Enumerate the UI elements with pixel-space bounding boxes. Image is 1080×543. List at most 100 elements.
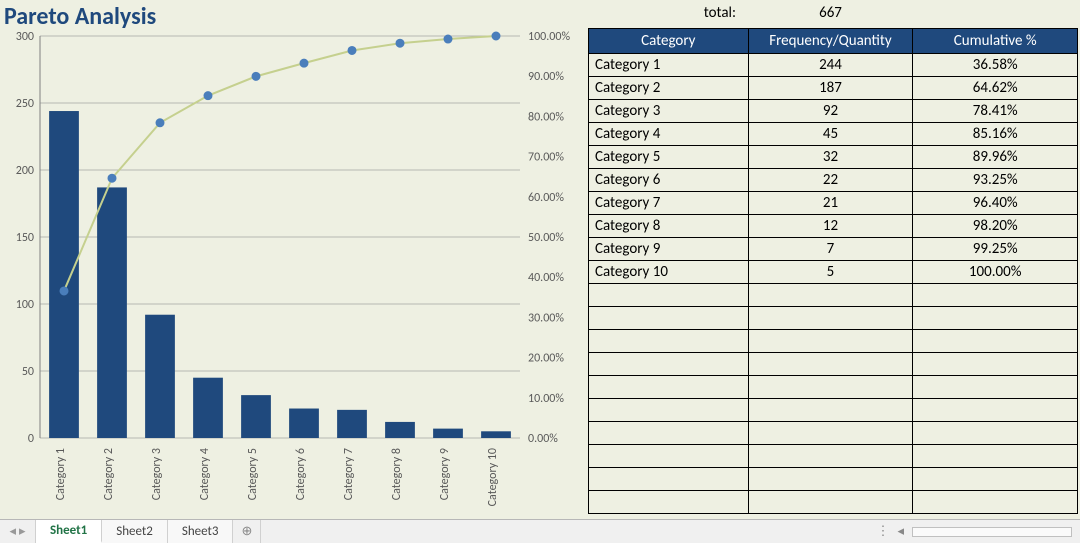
table-row: Category 62293.25% [589,169,1078,192]
table-cell: Category 4 [589,123,749,146]
scroll-track[interactable] [912,527,1072,537]
table-cell: Category 1 [589,54,749,77]
table-cell [589,353,749,376]
table-cell: 36.58% [913,54,1078,77]
svg-text:200: 200 [16,164,34,178]
data-table: CategoryFrequency/QuantityCumulative % C… [588,28,1078,514]
table-cell: 96.40% [913,192,1078,215]
table-cell: 89.96% [913,146,1078,169]
svg-text:Category 2: Category 2 [102,448,116,500]
table-row [589,353,1078,376]
table-header: Category [589,29,749,54]
svg-text:40.00%: 40.00% [528,271,564,285]
table-cell [589,284,749,307]
svg-text:Category 4: Category 4 [198,448,212,500]
svg-text:50.00%: 50.00% [528,231,564,245]
table-cell [748,284,913,307]
table-row [589,330,1078,353]
table-cell: Category 8 [589,215,749,238]
svg-text:20.00%: 20.00% [528,352,564,366]
sheet-tab-bar: ◂ ▸ Sheet1Sheet2Sheet3 ⊕ ⋮ ◂ [0,519,1080,543]
table-cell: 99.25% [913,238,1078,261]
table-cell [748,330,913,353]
table-row [589,422,1078,445]
svg-text:Category 9: Category 9 [438,448,452,500]
table-cell [589,399,749,422]
table-cell [748,491,913,514]
table-row: Category 124436.58% [589,54,1078,77]
table-cell [748,376,913,399]
table-cell: 100.00% [913,261,1078,284]
sheet-tab[interactable]: Sheet2 [102,520,168,543]
svg-text:30.00%: 30.00% [528,311,564,325]
table-cell [913,445,1078,468]
table-row [589,491,1078,514]
table-row: Category 39278.41% [589,100,1078,123]
table-cell [589,491,749,514]
svg-text:Category 8: Category 8 [390,448,404,500]
table-cell [913,284,1078,307]
table-cell: Category 6 [589,169,749,192]
table-row: Category 81298.20% [589,215,1078,238]
table-row: Category 44585.16% [589,123,1078,146]
table-cell: 78.41% [913,100,1078,123]
svg-text:90.00%: 90.00% [528,70,564,84]
table-cell: 21 [748,192,913,215]
table-row [589,284,1078,307]
svg-text:0: 0 [28,432,34,446]
table-row: Category 72196.40% [589,192,1078,215]
table-cell: Category 9 [589,238,749,261]
table-cell: Category 10 [589,261,749,284]
total-label: total: [588,4,748,26]
table-cell: 32 [748,146,913,169]
pareto-chart: 0501001502002503000.00%10.00%20.00%30.00… [0,28,582,518]
add-sheet-button[interactable]: ⊕ [233,520,261,543]
svg-text:Category 6: Category 6 [294,448,308,500]
table-cell [748,445,913,468]
svg-text:100.00%: 100.00% [528,30,570,44]
table-row: Category 53289.96% [589,146,1078,169]
table-row [589,468,1078,491]
sheet-tab[interactable]: Sheet3 [168,520,234,543]
table-cell [589,468,749,491]
scroll-left-icon[interactable]: ◂ [897,524,904,539]
table-cell [748,307,913,330]
tab-nav-left-icon[interactable]: ◂ ▸ [0,520,36,543]
table-cell: 12 [748,215,913,238]
table-cell [913,376,1078,399]
table-header: Frequency/Quantity [748,29,913,54]
svg-text:50: 50 [22,365,34,379]
table-row: Category 218764.62% [589,77,1078,100]
table-row [589,399,1078,422]
table-row [589,307,1078,330]
table-cell [589,307,749,330]
table-cell: 244 [748,54,913,77]
table-cell: 45 [748,123,913,146]
table-cell: 5 [748,261,913,284]
table-cell [589,445,749,468]
table-cell: Category 5 [589,146,749,169]
table-cell [748,353,913,376]
table-cell: 22 [748,169,913,192]
table-cell [913,468,1078,491]
horizontal-scrollbar[interactable]: ⋮ ◂ [868,520,1080,543]
svg-text:10.00%: 10.00% [528,392,564,406]
table-cell: 187 [748,77,913,100]
table-cell: 7 [748,238,913,261]
table-cell: Category 3 [589,100,749,123]
table-cell: 64.62% [913,77,1078,100]
svg-text:Category 10: Category 10 [486,448,500,506]
table-cell [913,399,1078,422]
svg-text:150: 150 [16,231,34,245]
table-row: Category 105100.00% [589,261,1078,284]
table-cell [913,353,1078,376]
sheet-tab[interactable]: Sheet1 [36,520,102,543]
table-cell [589,330,749,353]
svg-text:250: 250 [16,97,34,111]
svg-text:Category 1: Category 1 [54,448,68,500]
svg-text:70.00%: 70.00% [528,151,564,165]
total-row: total: 667 [588,4,1078,26]
table-row: Category 9799.25% [589,238,1078,261]
table-cell [589,422,749,445]
scroll-grip-icon: ⋮ [876,524,889,539]
